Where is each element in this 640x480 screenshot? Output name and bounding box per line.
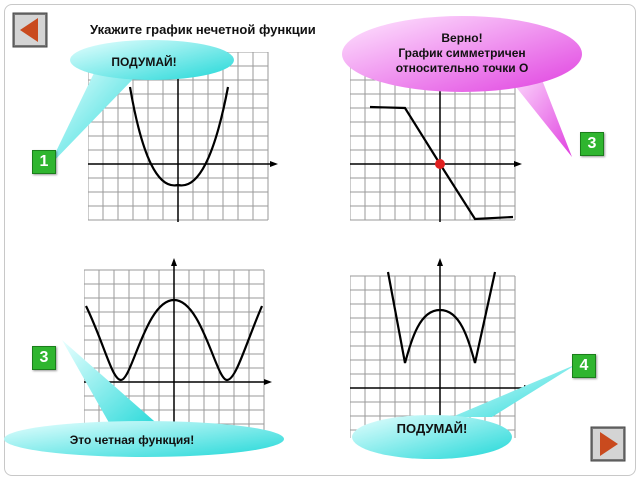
correct-text-line2: График симметричен — [398, 46, 525, 60]
hint-bubble-correct: Верно! График симметричен относительно т… — [342, 16, 582, 157]
even-hint-text: Это четная функция! — [70, 433, 195, 447]
correct-text-line3: относительно точки О — [396, 61, 529, 75]
next-slide-button[interactable] — [590, 426, 626, 462]
answer-badge-3[interactable]: 3 — [32, 346, 56, 370]
think-bottom-text: ПОДУМАЙ! — [396, 421, 468, 436]
origin-point — [435, 159, 445, 169]
correct-text-line1: Верно! — [441, 31, 482, 45]
answer-badge-1[interactable]: 1 — [32, 150, 56, 174]
prev-slide-button[interactable] — [12, 12, 48, 48]
arrow-right-icon — [600, 432, 618, 456]
answer-badge-2[interactable]: 3 — [580, 132, 604, 156]
page-title: Укажите график нечетной функции — [90, 22, 316, 37]
arrow-left-icon — [20, 18, 38, 42]
hint-bubble-even: Это четная функция! — [4, 340, 284, 457]
hint-bubble-think-top: ПОДУМАЙ! — [49, 40, 234, 166]
hint-text-think-top: ПОДУМАЙ! — [111, 54, 176, 69]
answer-badge-4[interactable]: 4 — [572, 354, 596, 378]
hint-bubble-think-bottom: ПОДУМАЙ! — [352, 364, 577, 459]
